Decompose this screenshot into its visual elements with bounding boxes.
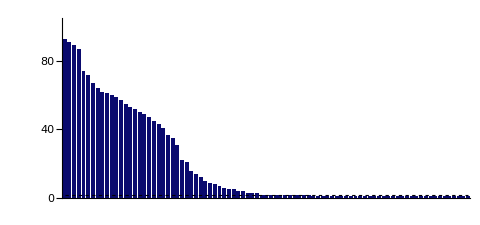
Bar xyxy=(302,195,306,198)
Bar xyxy=(396,196,400,198)
Bar xyxy=(339,196,343,198)
Bar xyxy=(208,182,212,198)
Bar xyxy=(363,196,367,198)
Bar xyxy=(269,195,273,198)
Bar xyxy=(119,100,123,198)
Bar xyxy=(241,191,245,198)
Bar xyxy=(372,196,376,198)
Bar xyxy=(424,196,428,198)
Bar xyxy=(133,109,137,198)
Bar xyxy=(96,88,99,198)
Bar xyxy=(227,189,231,198)
Bar xyxy=(368,196,372,198)
Bar xyxy=(386,196,390,198)
Bar xyxy=(419,196,423,198)
Bar xyxy=(152,121,156,198)
Bar xyxy=(264,195,268,198)
Bar xyxy=(82,71,85,198)
Bar xyxy=(353,196,358,198)
Bar xyxy=(288,195,292,198)
Bar xyxy=(213,184,217,198)
Bar xyxy=(274,195,278,198)
Bar xyxy=(129,107,132,198)
Bar xyxy=(185,162,189,198)
Bar xyxy=(297,195,301,198)
Bar xyxy=(180,160,184,198)
Bar xyxy=(138,112,142,198)
Bar xyxy=(217,186,221,198)
Bar xyxy=(307,195,311,198)
Bar xyxy=(156,124,160,198)
Bar xyxy=(283,195,287,198)
Bar xyxy=(251,193,254,198)
Bar xyxy=(414,196,419,198)
Bar xyxy=(143,114,146,198)
Bar xyxy=(377,196,381,198)
Bar xyxy=(124,104,128,198)
Bar xyxy=(452,196,456,198)
Bar xyxy=(72,45,76,198)
Bar xyxy=(100,92,104,198)
Bar xyxy=(255,193,259,198)
Bar xyxy=(236,191,240,198)
Bar xyxy=(466,196,470,198)
Bar xyxy=(170,138,175,198)
Bar xyxy=(86,74,90,198)
Bar xyxy=(222,188,226,198)
Bar xyxy=(231,189,236,198)
Bar xyxy=(68,42,72,198)
Bar xyxy=(405,196,409,198)
Bar xyxy=(325,196,329,198)
Bar xyxy=(429,196,432,198)
Bar xyxy=(109,95,114,198)
Bar xyxy=(147,117,151,198)
Bar xyxy=(433,196,437,198)
Bar xyxy=(63,38,67,198)
Bar xyxy=(330,196,334,198)
Bar xyxy=(190,171,193,198)
Bar xyxy=(400,196,404,198)
Bar xyxy=(438,196,442,198)
Bar xyxy=(246,193,250,198)
Bar xyxy=(456,196,461,198)
Bar xyxy=(114,97,119,198)
Bar xyxy=(292,195,297,198)
Bar xyxy=(461,196,465,198)
Bar xyxy=(443,196,446,198)
Bar xyxy=(316,196,320,198)
Bar xyxy=(199,178,203,198)
Bar xyxy=(175,145,180,198)
Bar xyxy=(391,196,395,198)
Bar xyxy=(161,128,165,198)
Bar xyxy=(358,196,362,198)
Bar xyxy=(278,195,282,198)
Bar xyxy=(321,196,324,198)
Bar xyxy=(344,196,348,198)
Bar xyxy=(260,195,264,198)
Bar xyxy=(204,181,207,198)
Bar xyxy=(349,196,353,198)
Bar xyxy=(77,49,81,198)
Bar xyxy=(166,135,170,198)
Bar xyxy=(312,196,315,198)
Bar xyxy=(382,196,385,198)
Bar xyxy=(91,83,95,198)
Bar xyxy=(410,196,414,198)
Bar xyxy=(105,93,109,198)
Bar xyxy=(194,174,198,198)
Bar xyxy=(447,196,451,198)
Bar xyxy=(335,196,339,198)
